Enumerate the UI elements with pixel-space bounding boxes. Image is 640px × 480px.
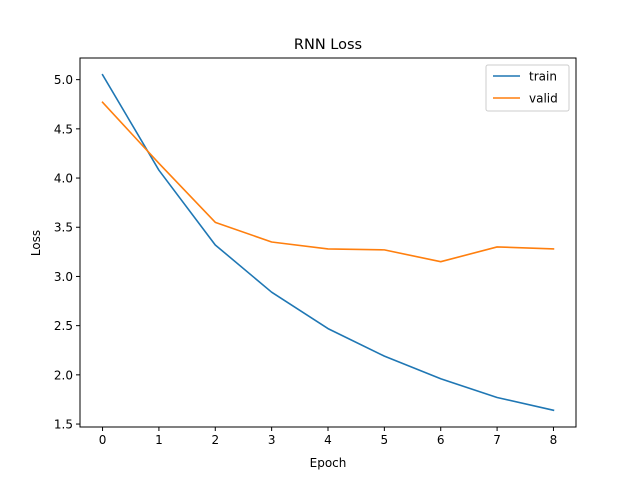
x-tick-label: 3 — [268, 433, 276, 447]
x-tick-label: 0 — [99, 433, 107, 447]
x-axis-ticks: 0 1 2 3 4 5 6 7 8 — [99, 427, 558, 447]
series-line-train — [101, 73, 555, 412]
series-line-valid — [101, 101, 555, 263]
y-tick-label: 2.5 — [54, 319, 73, 333]
x-axis-label: Epoch — [310, 456, 347, 470]
y-tick-label: 2.0 — [54, 368, 73, 382]
x-tick-label: 6 — [437, 433, 445, 447]
legend-label-train: train — [529, 70, 557, 84]
plot-frame — [79, 57, 577, 428]
x-tick-label: 4 — [324, 433, 332, 447]
legend-label-valid: valid — [529, 92, 558, 106]
series-layer — [101, 73, 555, 412]
x-tick-label: 8 — [550, 433, 558, 447]
x-tick-label: 7 — [493, 433, 501, 447]
y-axis-ticks: 1.5 2.0 2.5 3.0 3.5 4.0 4.5 5.0 — [54, 73, 80, 432]
legend: train valid — [485, 64, 570, 112]
y-tick-label: 3.5 — [54, 221, 73, 235]
x-tick-label: 5 — [381, 433, 389, 447]
x-tick-label: 1 — [155, 433, 163, 447]
x-tick-label: 2 — [211, 433, 219, 447]
y-tick-label: 4.0 — [54, 172, 73, 186]
y-axis-label: Loss — [29, 230, 43, 256]
y-tick-label: 4.5 — [54, 122, 73, 136]
y-tick-label: 5.0 — [54, 73, 73, 87]
y-tick-label: 3.0 — [54, 270, 73, 284]
chart-title: RNN Loss — [294, 37, 362, 53]
y-tick-label: 1.5 — [54, 418, 73, 432]
